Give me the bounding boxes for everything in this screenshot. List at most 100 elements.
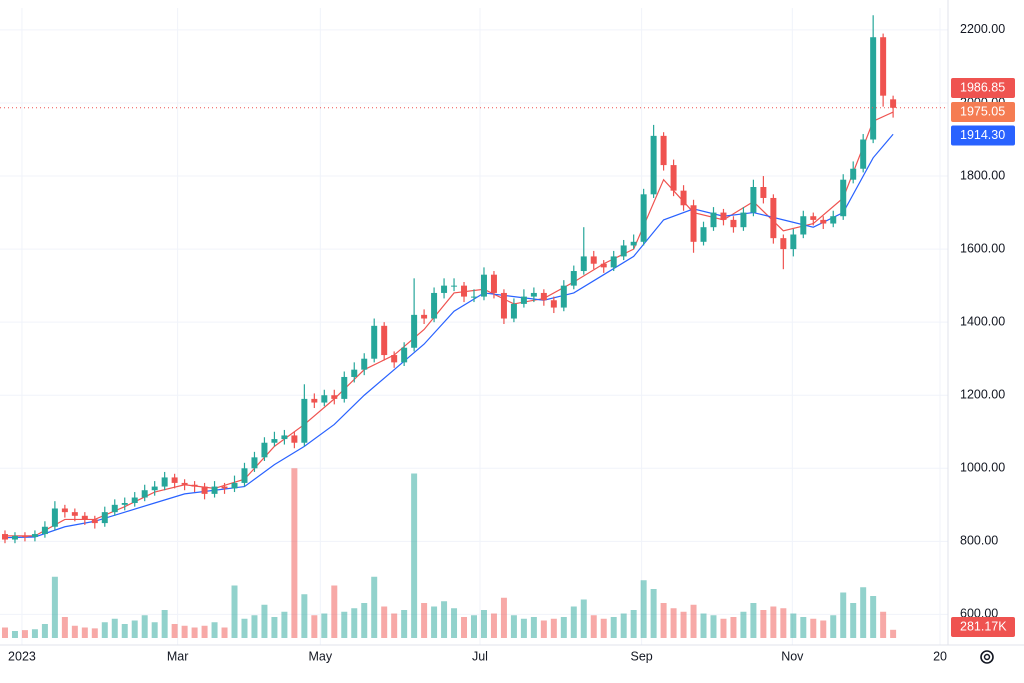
volume-bar — [291, 468, 298, 638]
candle-body — [750, 187, 757, 213]
volume-bar — [191, 627, 198, 638]
candle-body — [620, 245, 627, 257]
volume-bar — [451, 608, 458, 638]
candle-body — [770, 197, 777, 239]
candle-body — [171, 477, 178, 483]
candle-body — [161, 477, 168, 487]
volume-bar — [211, 622, 218, 638]
candle-body — [630, 241, 637, 246]
candle-body — [271, 439, 278, 443]
volume-bar — [630, 610, 637, 638]
candle-body — [251, 457, 258, 469]
volume-bar — [580, 599, 587, 638]
x-tick-label: May — [309, 649, 333, 663]
candle-body — [830, 216, 837, 224]
candle-body — [281, 435, 288, 440]
candle-body — [720, 212, 727, 220]
volume-bar — [690, 604, 697, 638]
candle-body — [341, 376, 348, 399]
volume-bar — [171, 624, 178, 638]
candle-body — [201, 486, 208, 494]
candle-body — [700, 227, 707, 242]
volume-bar — [760, 610, 767, 638]
gear-hub — [983, 653, 991, 661]
candle-body — [391, 355, 398, 363]
ma-price-tag-box — [951, 102, 1015, 122]
volume-bar — [71, 625, 78, 638]
candle-body — [660, 135, 667, 166]
volume-bar — [381, 606, 388, 638]
volume-bar — [421, 603, 428, 638]
settings-icon[interactable] — [980, 650, 994, 664]
volume-bar — [181, 625, 188, 638]
x-tick-label: Jul — [472, 649, 488, 663]
candle-body — [381, 325, 388, 356]
volume-bar — [11, 631, 18, 638]
volume-bar — [121, 624, 128, 638]
y-tick-label: 1200.00 — [960, 388, 1005, 402]
volume-bar — [810, 618, 817, 638]
volume-tag: 281.17K — [960, 619, 1007, 633]
candle-body — [401, 347, 408, 363]
volume-bar — [790, 613, 797, 638]
candle-body — [530, 292, 537, 297]
volume-bar — [431, 606, 438, 638]
candle-body — [510, 303, 517, 319]
candle-body — [820, 219, 827, 224]
volume-bar — [61, 617, 68, 638]
volume-bar — [770, 606, 777, 638]
x-tick-label: 2023 — [8, 649, 36, 663]
candle-body — [540, 292, 547, 301]
candle-body — [810, 216, 817, 220]
volume-bar — [371, 576, 378, 638]
volume-bar — [610, 617, 617, 638]
y-tick-label: 800.00 — [960, 534, 998, 548]
volume-bar — [471, 615, 477, 638]
volume-bar — [301, 594, 308, 638]
candle-body — [231, 482, 238, 489]
volume-bar — [830, 615, 837, 638]
candle-body — [860, 139, 867, 169]
volume-bar — [441, 601, 448, 638]
volume-bar — [780, 608, 787, 638]
candle-body — [461, 285, 468, 297]
candle-body — [760, 187, 767, 198]
candle-body — [550, 300, 557, 308]
volume-bar — [730, 617, 737, 638]
candle-body — [151, 486, 158, 491]
candle-body — [520, 296, 527, 304]
candle-body — [500, 292, 507, 319]
volume-bar — [670, 608, 677, 638]
candle-body — [1, 534, 8, 540]
volume-bar — [21, 630, 28, 638]
volume-bar — [800, 617, 807, 638]
volume-bar — [640, 580, 647, 638]
volume-bar — [540, 620, 547, 638]
volume-bar — [820, 620, 827, 638]
volume-bar — [480, 610, 487, 638]
candle-body — [261, 442, 268, 458]
candle-body — [311, 398, 318, 403]
volume-bar — [401, 610, 408, 638]
volume-bar — [700, 613, 707, 638]
candle-body — [840, 179, 847, 217]
candle-body — [101, 512, 108, 524]
volume-bar — [261, 604, 268, 638]
candle-body — [870, 37, 877, 140]
candle-body — [431, 292, 438, 319]
volume-bar — [151, 622, 158, 638]
volume-bar — [311, 615, 318, 638]
volume-bar — [111, 618, 118, 638]
y-tick-label: 1000.00 — [960, 461, 1005, 475]
volume-bar — [860, 587, 867, 638]
volume-bar — [510, 615, 517, 638]
candle-body — [61, 508, 68, 513]
candle-body — [570, 271, 577, 286]
volume-bar — [91, 628, 98, 638]
volume-bar — [490, 613, 497, 638]
candle-body — [421, 314, 428, 319]
candle-body — [351, 369, 358, 377]
volume-bar — [41, 624, 48, 638]
